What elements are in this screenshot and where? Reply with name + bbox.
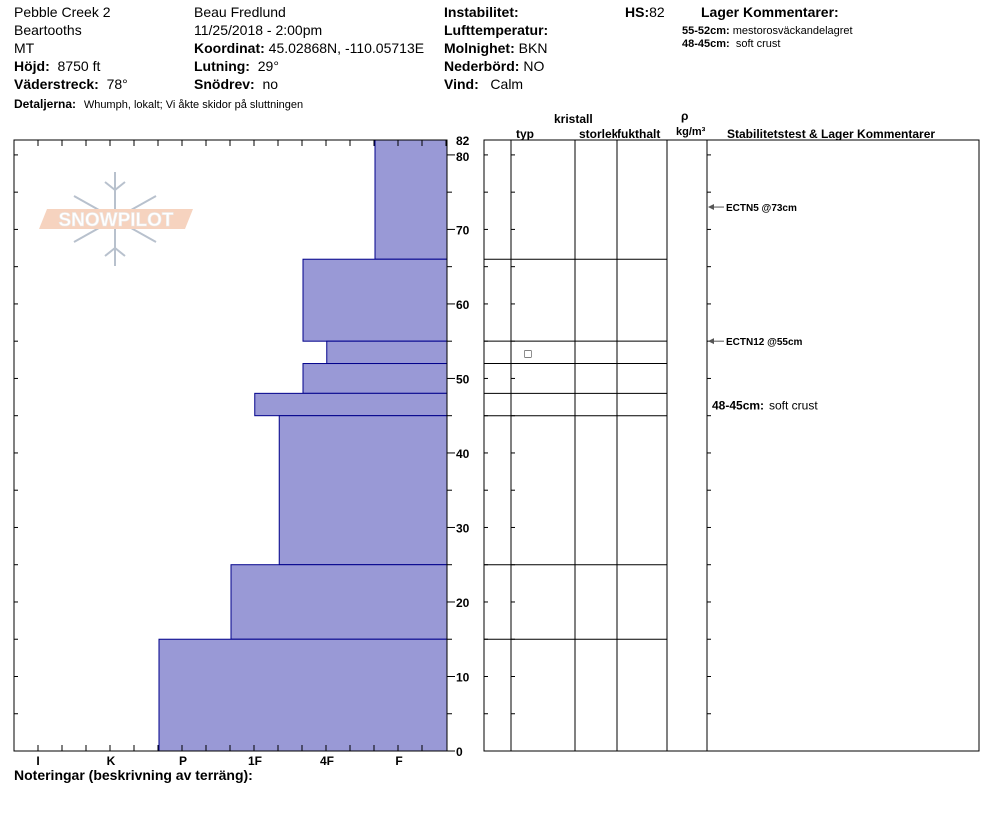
depth-tick-label: 80 bbox=[456, 150, 470, 164]
slope: Lutning: 29° bbox=[194, 58, 279, 75]
hardness-category-label: K bbox=[107, 754, 116, 768]
layer-annotation-range: 48-45cm: bbox=[712, 399, 764, 413]
stability-test-label: ECTN5 @73cm bbox=[726, 203, 797, 214]
crystal-header: kristall bbox=[554, 112, 593, 126]
stability-arrow-head bbox=[708, 204, 714, 211]
layer-table-frame bbox=[483, 139, 980, 752]
hardness-category-label: I bbox=[36, 754, 39, 768]
layer-comments-title: Lager Kommentarer: bbox=[701, 4, 839, 20]
snowpilot-logo: SNOWPILOT bbox=[39, 172, 193, 266]
size-header: storlek bbox=[579, 127, 619, 141]
aspect-value: 78° bbox=[106, 76, 128, 92]
depth-tick-label: 20 bbox=[456, 596, 470, 610]
layer-comment-text: soft crust bbox=[735, 38, 781, 50]
stability-test-label: ECTN12 @55cm bbox=[726, 337, 803, 348]
layer-comment-text: mestorosväckandelagret bbox=[732, 25, 853, 37]
elevation: Höjd: 8750 ft bbox=[14, 58, 100, 75]
type-header: typ bbox=[516, 127, 534, 141]
wind: Vind: Calm bbox=[444, 76, 523, 93]
cloud-label: Molnighet: bbox=[444, 40, 515, 56]
cloud-value: BKN bbox=[518, 40, 548, 56]
hardness-category-label: 1F bbox=[248, 754, 262, 768]
hardness-category-label: 4F bbox=[320, 754, 334, 768]
depth-tick-label: 50 bbox=[456, 372, 470, 386]
snow-height: HS:82 bbox=[625, 4, 665, 21]
hardness-layer-bar bbox=[374, 139, 448, 260]
layer-comment-2: 48-45cm: soft crust bbox=[682, 37, 780, 51]
instability-label: Instabilitet: bbox=[444, 4, 519, 20]
drift-value: no bbox=[262, 76, 279, 92]
coord-label: Koordinat: bbox=[194, 40, 265, 56]
snow-drift: Snödrev: no bbox=[194, 76, 278, 93]
drift-label: Snödrev: bbox=[194, 76, 255, 92]
aspect: Väderstreck: 78° bbox=[14, 76, 128, 93]
details-value: Whumph, lokalt; Vi åkte skidor på sluttn… bbox=[83, 99, 304, 111]
coordinates: Koordinat: 45.02868N, -110.05713E bbox=[194, 40, 424, 57]
hardness-category-label: F bbox=[395, 754, 402, 768]
stability-arrow-head bbox=[708, 338, 714, 345]
depth-tick-label: 10 bbox=[456, 670, 470, 684]
details: Detaljerna: Whumph, lokalt; Vi åkte skid… bbox=[14, 95, 303, 114]
hardness-layer-bar bbox=[230, 564, 448, 640]
wind-label: Vind: bbox=[444, 76, 479, 92]
layer-comment-1: 55-52cm: mestorosväckandelagret bbox=[682, 24, 853, 38]
density-unit-header: kg/m³ bbox=[676, 126, 706, 138]
airtemp-label: Lufttemperatur: bbox=[444, 22, 549, 38]
layer-comment-range: 55-52cm: bbox=[682, 25, 730, 37]
hardness-layer-bar bbox=[302, 363, 448, 394]
terrain-notes-label: Noteringar (beskrivning av terräng): bbox=[14, 767, 253, 783]
rho-header: ρ bbox=[681, 109, 689, 123]
layer-annotation-text: soft crust bbox=[769, 399, 818, 413]
mountain-range: Beartooths bbox=[14, 22, 82, 38]
hardness-category-label: P bbox=[179, 754, 187, 768]
depth-tick-label: 30 bbox=[456, 521, 470, 535]
hardness-layer-bar bbox=[302, 258, 448, 342]
moisture-header: fukthalt bbox=[617, 126, 661, 143]
precip-value: NO bbox=[523, 58, 545, 74]
depth-tick-label: 60 bbox=[456, 298, 470, 312]
location-name: Pebble Creek 2 bbox=[14, 4, 111, 20]
coord-value: 45.02868N, -110.05713E bbox=[268, 40, 425, 56]
depth-tick-label: 40 bbox=[456, 447, 470, 461]
hs-label: HS: bbox=[625, 4, 650, 20]
depth-tick-label: 0 bbox=[456, 745, 463, 759]
logo-text: SNOWPILOT bbox=[58, 210, 173, 231]
precipitation: Nederbörd: NO bbox=[444, 58, 544, 75]
observer: Beau Fredlund bbox=[194, 4, 286, 20]
stability-header: Stabilitetstest & Lager Kommentarer bbox=[727, 127, 936, 141]
slope-value: 29° bbox=[257, 58, 279, 74]
grain-type-symbol: □ bbox=[524, 346, 531, 360]
layer-comment-range: 48-45cm: bbox=[682, 38, 730, 50]
depth-tick-label: 82 bbox=[456, 134, 470, 148]
datetime: 11/25/2018 - 2:00pm bbox=[194, 22, 323, 38]
elevation-label: Höjd: bbox=[14, 58, 50, 74]
hardness-layer-bar bbox=[254, 392, 448, 417]
hardness-layer-bar bbox=[158, 638, 448, 752]
hardness-layer-bar bbox=[326, 340, 448, 365]
precip-label: Nederbörd: bbox=[444, 58, 520, 74]
aspect-label: Väderstreck: bbox=[14, 76, 99, 92]
slope-label: Lutning: bbox=[194, 58, 250, 74]
logo-banner bbox=[39, 209, 193, 229]
cloud-cover: Molnighet: BKN bbox=[444, 40, 547, 57]
details-label: Detaljerna: bbox=[14, 97, 77, 111]
depth-tick-label: 70 bbox=[456, 223, 470, 237]
state: MT bbox=[14, 40, 35, 56]
hardness-layer-bar bbox=[278, 415, 448, 566]
elevation-value: 8750 ft bbox=[57, 58, 101, 74]
hs-value: 82 bbox=[649, 4, 665, 20]
wind-value: Calm bbox=[490, 76, 524, 92]
